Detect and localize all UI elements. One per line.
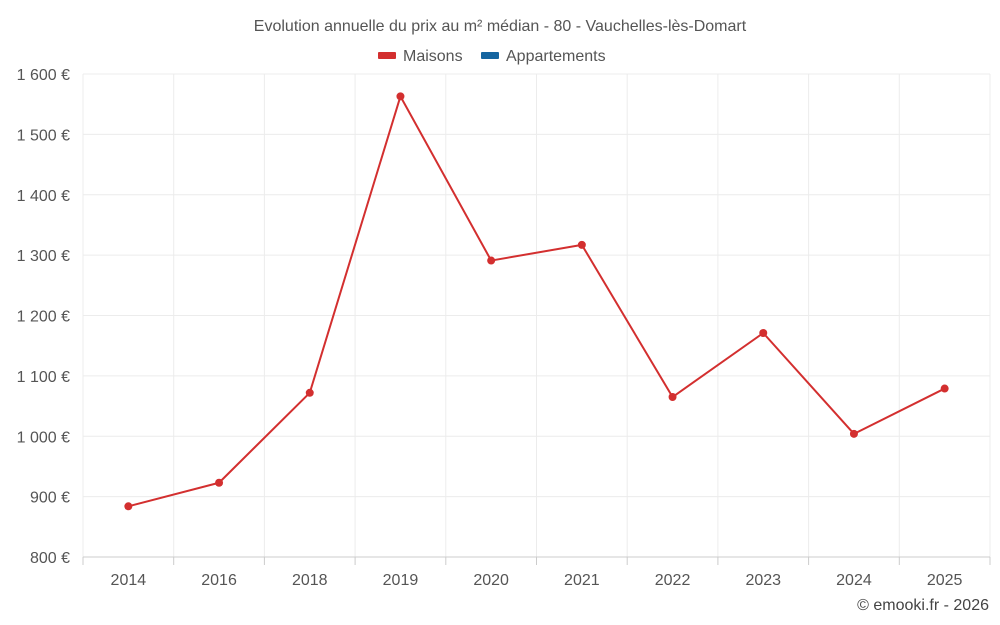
legend-item-maisons[interactable]: Maisons — [378, 48, 463, 65]
data-point-maisons[interactable] — [849, 429, 858, 438]
series-line-maisons — [128, 95, 946, 508]
x-tick-label: 2024 — [836, 572, 872, 589]
x-tick-label: 2016 — [201, 572, 237, 589]
legend-item-appartements[interactable]: Appartements — [481, 48, 606, 65]
x-tick-label: 2018 — [292, 572, 328, 589]
data-point-maisons[interactable] — [215, 478, 224, 487]
x-tick-label: 2025 — [927, 572, 963, 589]
data-point-maisons[interactable] — [305, 388, 314, 397]
y-tick-label: 900 € — [30, 490, 70, 507]
data-point-maisons[interactable] — [668, 393, 677, 402]
x-axis-ticks: 2014 2016 2018 2019 2020 2021 2022 2023 2024 2025 — [111, 572, 963, 589]
axes — [82, 556, 991, 565]
x-tick-label: 2019 — [383, 572, 419, 589]
data-point-maisons[interactable] — [940, 384, 949, 393]
y-axis-ticks: 800 € 900 € 1 000 € 1 100 € 1 200 € 1 300 € 1 … — [17, 67, 70, 567]
data-point-maisons[interactable] — [759, 329, 768, 338]
chart-title: Evolution annuelle du prix au m² médian … — [254, 18, 747, 35]
legend-label-appartements: Appartements — [506, 48, 606, 65]
credit-text: © emooki.fr - 2026 — [857, 597, 989, 614]
data-point-maisons[interactable] — [577, 240, 586, 249]
data-point-maisons[interactable] — [487, 256, 496, 265]
x-tick-label: 2023 — [745, 572, 781, 589]
y-tick-label: 800 € — [30, 550, 70, 567]
x-tick-label: 2020 — [473, 572, 509, 589]
x-tick-label: 2014 — [111, 572, 147, 589]
x-tick-label: 2021 — [564, 572, 600, 589]
y-tick-label: 1 500 € — [17, 127, 70, 144]
data-point-maisons[interactable] — [124, 502, 133, 511]
y-tick-label: 1 100 € — [17, 369, 70, 386]
y-tick-label: 1 200 € — [17, 309, 70, 326]
legend-swatch-appartements — [481, 52, 499, 59]
y-tick-label: 1 400 € — [17, 188, 70, 205]
data-point-maisons[interactable] — [396, 92, 405, 101]
grid — [82, 73, 991, 557]
legend-swatch-maisons — [378, 52, 396, 59]
x-tick-label: 2022 — [655, 572, 691, 589]
y-tick-label: 1 000 € — [17, 429, 70, 446]
y-tick-label: 1 300 € — [17, 248, 70, 265]
series-maisons — [124, 92, 949, 511]
legend: Maisons Appartements — [378, 48, 606, 65]
y-tick-label: 1 600 € — [17, 67, 70, 84]
legend-label-maisons: Maisons — [403, 48, 463, 65]
